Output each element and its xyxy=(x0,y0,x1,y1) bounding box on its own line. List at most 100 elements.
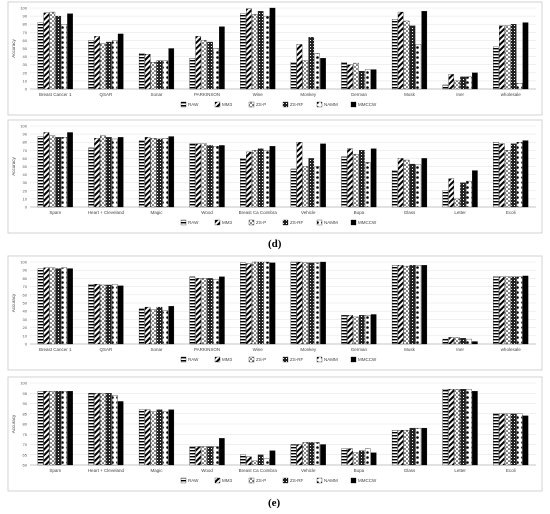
bar-mm3 xyxy=(347,64,353,90)
bar-mmccw xyxy=(522,275,529,345)
bar-zs-p xyxy=(49,267,56,345)
bar-zs-rf xyxy=(156,306,163,345)
x-tick-label: Vehicle xyxy=(301,210,316,215)
x-tick-label: Heart + Cleveland xyxy=(88,210,125,215)
bar-raw xyxy=(493,413,499,466)
bar-zs-p xyxy=(251,150,258,208)
bar-namm xyxy=(263,15,270,90)
bar-zs-p xyxy=(353,154,359,208)
bar-namm xyxy=(314,262,320,345)
bar-zs-rf xyxy=(409,265,416,345)
bar-namm xyxy=(364,162,371,208)
y-tick-label: 70 xyxy=(23,30,28,35)
bar-raw xyxy=(391,170,398,208)
bar-zs-p xyxy=(504,276,511,345)
y-tick-label: 70 xyxy=(23,148,28,153)
chart-panel-1: 0 10 20 30 40 50 60 70 80 90 100 Accuracy Breast Can… xyxy=(7,1,543,116)
bar-namm xyxy=(263,150,270,208)
bar-mmccw xyxy=(219,145,225,208)
legend-swatch-raw xyxy=(180,101,187,108)
y-tick-label: 85 xyxy=(23,411,28,416)
y-tick-label: 20 xyxy=(23,70,28,75)
bar-namm xyxy=(314,53,320,90)
legend-label-raw: RAW xyxy=(188,102,199,107)
x-tick-label: wholesale xyxy=(501,92,522,97)
x-tick-label: Sonar xyxy=(150,92,163,97)
y-tick-label: 0 xyxy=(25,205,28,210)
legend-label-raw: RAW xyxy=(188,357,199,362)
legend-label-raw: RAW xyxy=(188,478,199,483)
bar-namm xyxy=(213,446,219,466)
bar-mmccw xyxy=(370,148,377,208)
y-tick-label: 100 xyxy=(20,381,27,386)
legend-swatch-namm xyxy=(316,219,323,226)
x-tick-label: German xyxy=(351,347,368,352)
bar-mm3 xyxy=(43,391,50,466)
bar-mm3 xyxy=(499,413,505,466)
legend-swatch-zs-p xyxy=(248,219,255,226)
bar-mm3 xyxy=(397,429,404,466)
legend-label-namm: NAMM xyxy=(324,478,338,483)
bar-mmccw xyxy=(472,72,478,90)
bar-zs-rf xyxy=(106,41,112,90)
bar-mm3 xyxy=(144,54,151,90)
legend-label-zs-rf: ZS-RF xyxy=(290,102,303,107)
bar-zs-p xyxy=(302,166,309,208)
bar-mm3 xyxy=(246,151,252,208)
bar-mm3 xyxy=(195,446,202,466)
bar-mm3 xyxy=(448,74,455,90)
bar-mmccw xyxy=(168,48,175,90)
legend-swatch-mm3 xyxy=(214,356,221,363)
legend-label-zs-rf: ZS-RF xyxy=(290,357,303,362)
legend-label-mm3: MM3 xyxy=(222,102,232,107)
bar-namm xyxy=(162,137,169,208)
x-tick-label: Spam xyxy=(49,468,61,473)
bar-zs-rf xyxy=(308,37,315,90)
chart-panel-2: 0 10 20 30 40 50 60 70 80 90 100 Accuracy Spam Heart … xyxy=(7,119,543,234)
bar-namm xyxy=(364,315,371,345)
x-tick-label: Iner xyxy=(456,347,464,352)
bar-mmccw xyxy=(117,33,124,90)
legend-label-mm3: MM3 xyxy=(222,357,232,362)
bar-raw xyxy=(189,446,196,466)
bar-zs-p xyxy=(251,14,258,90)
bar-zs-p xyxy=(353,316,359,345)
legend-swatch-raw xyxy=(180,477,187,484)
y-tick-label: 60 xyxy=(23,463,28,468)
bar-zs-p xyxy=(251,460,258,466)
bar-namm xyxy=(111,40,118,90)
bar-zs-p xyxy=(454,388,460,466)
bar-mmccw xyxy=(421,158,428,208)
legend-label-zs-p: ZS-P xyxy=(256,478,266,483)
bar-mm3 xyxy=(296,444,303,466)
bar-mmccw xyxy=(168,136,175,208)
bar-raw xyxy=(240,262,246,345)
bar-zs-p xyxy=(454,337,460,345)
x-tick-label: Wood xyxy=(201,210,213,215)
y-tick-label: 40 xyxy=(23,172,28,177)
bar-raw xyxy=(290,168,297,208)
bar-raw xyxy=(493,142,499,208)
legend-swatch-namm xyxy=(316,477,323,484)
bar-raw xyxy=(37,22,44,90)
chart-panel-4: 60 65 70 75 80 85 90 95 100 Accuracy Spam Heart + C… xyxy=(7,376,543,492)
bar-mm3 xyxy=(94,137,100,208)
bar-zs-p xyxy=(150,309,157,345)
bar-zs-p xyxy=(150,411,157,466)
bar-raw xyxy=(37,136,44,208)
bar-mmccw xyxy=(370,69,377,90)
legend-swatch-zs-p xyxy=(248,101,255,108)
bar-zs-rf xyxy=(359,315,365,345)
bar-mmccw xyxy=(219,276,225,345)
bar-mmccw xyxy=(168,306,175,345)
legend-label-zs-p: ZS-P xyxy=(256,220,266,225)
bar-raw xyxy=(138,53,145,90)
x-tick-label: Ecoli xyxy=(506,468,516,473)
bar-namm xyxy=(466,180,472,208)
bar-namm xyxy=(61,391,67,466)
bar-zs-rf xyxy=(207,278,213,345)
bar-zs-rf xyxy=(308,262,315,345)
bar-mm3 xyxy=(499,143,505,208)
x-tick-label: Breast Ca Coimbra xyxy=(239,210,278,215)
bar-namm xyxy=(314,166,320,208)
